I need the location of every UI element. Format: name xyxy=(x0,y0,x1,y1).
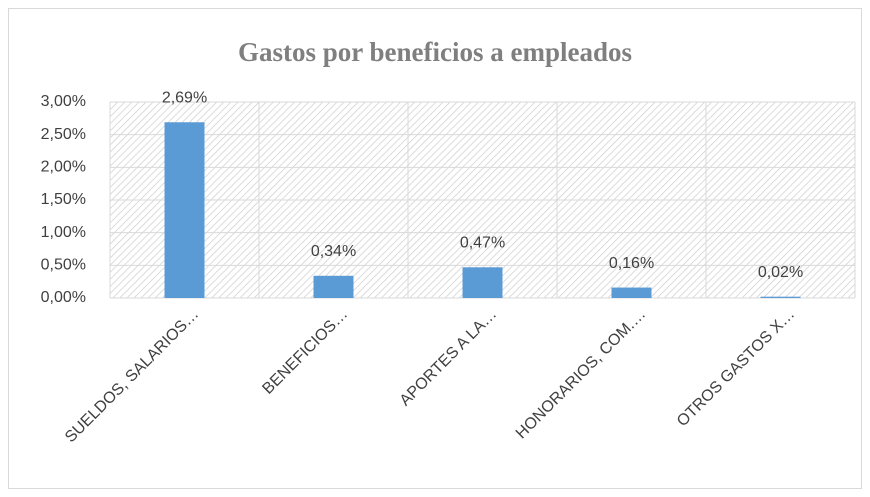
bar xyxy=(611,287,652,298)
y-tick-label: 0,50% xyxy=(41,257,86,274)
data-label: 2,69% xyxy=(162,89,207,106)
y-tick-label: 2,00% xyxy=(41,159,86,176)
y-tick-label: 0,00% xyxy=(41,289,86,306)
bar xyxy=(164,122,205,299)
y-tick-label: 1,50% xyxy=(41,191,86,208)
chart-title: Gastos por beneficios a empleados xyxy=(238,37,632,67)
data-label: 0,16% xyxy=(609,255,654,272)
data-label: 0,02% xyxy=(758,264,803,281)
bar xyxy=(462,267,503,298)
bar xyxy=(760,296,801,298)
y-tick-label: 1,00% xyxy=(41,224,86,241)
bar xyxy=(313,275,354,298)
y-tick-label: 3,00% xyxy=(41,93,86,110)
data-label: 0,34% xyxy=(311,243,356,260)
y-tick-label: 2,50% xyxy=(41,126,86,143)
data-label: 0,47% xyxy=(460,235,505,252)
